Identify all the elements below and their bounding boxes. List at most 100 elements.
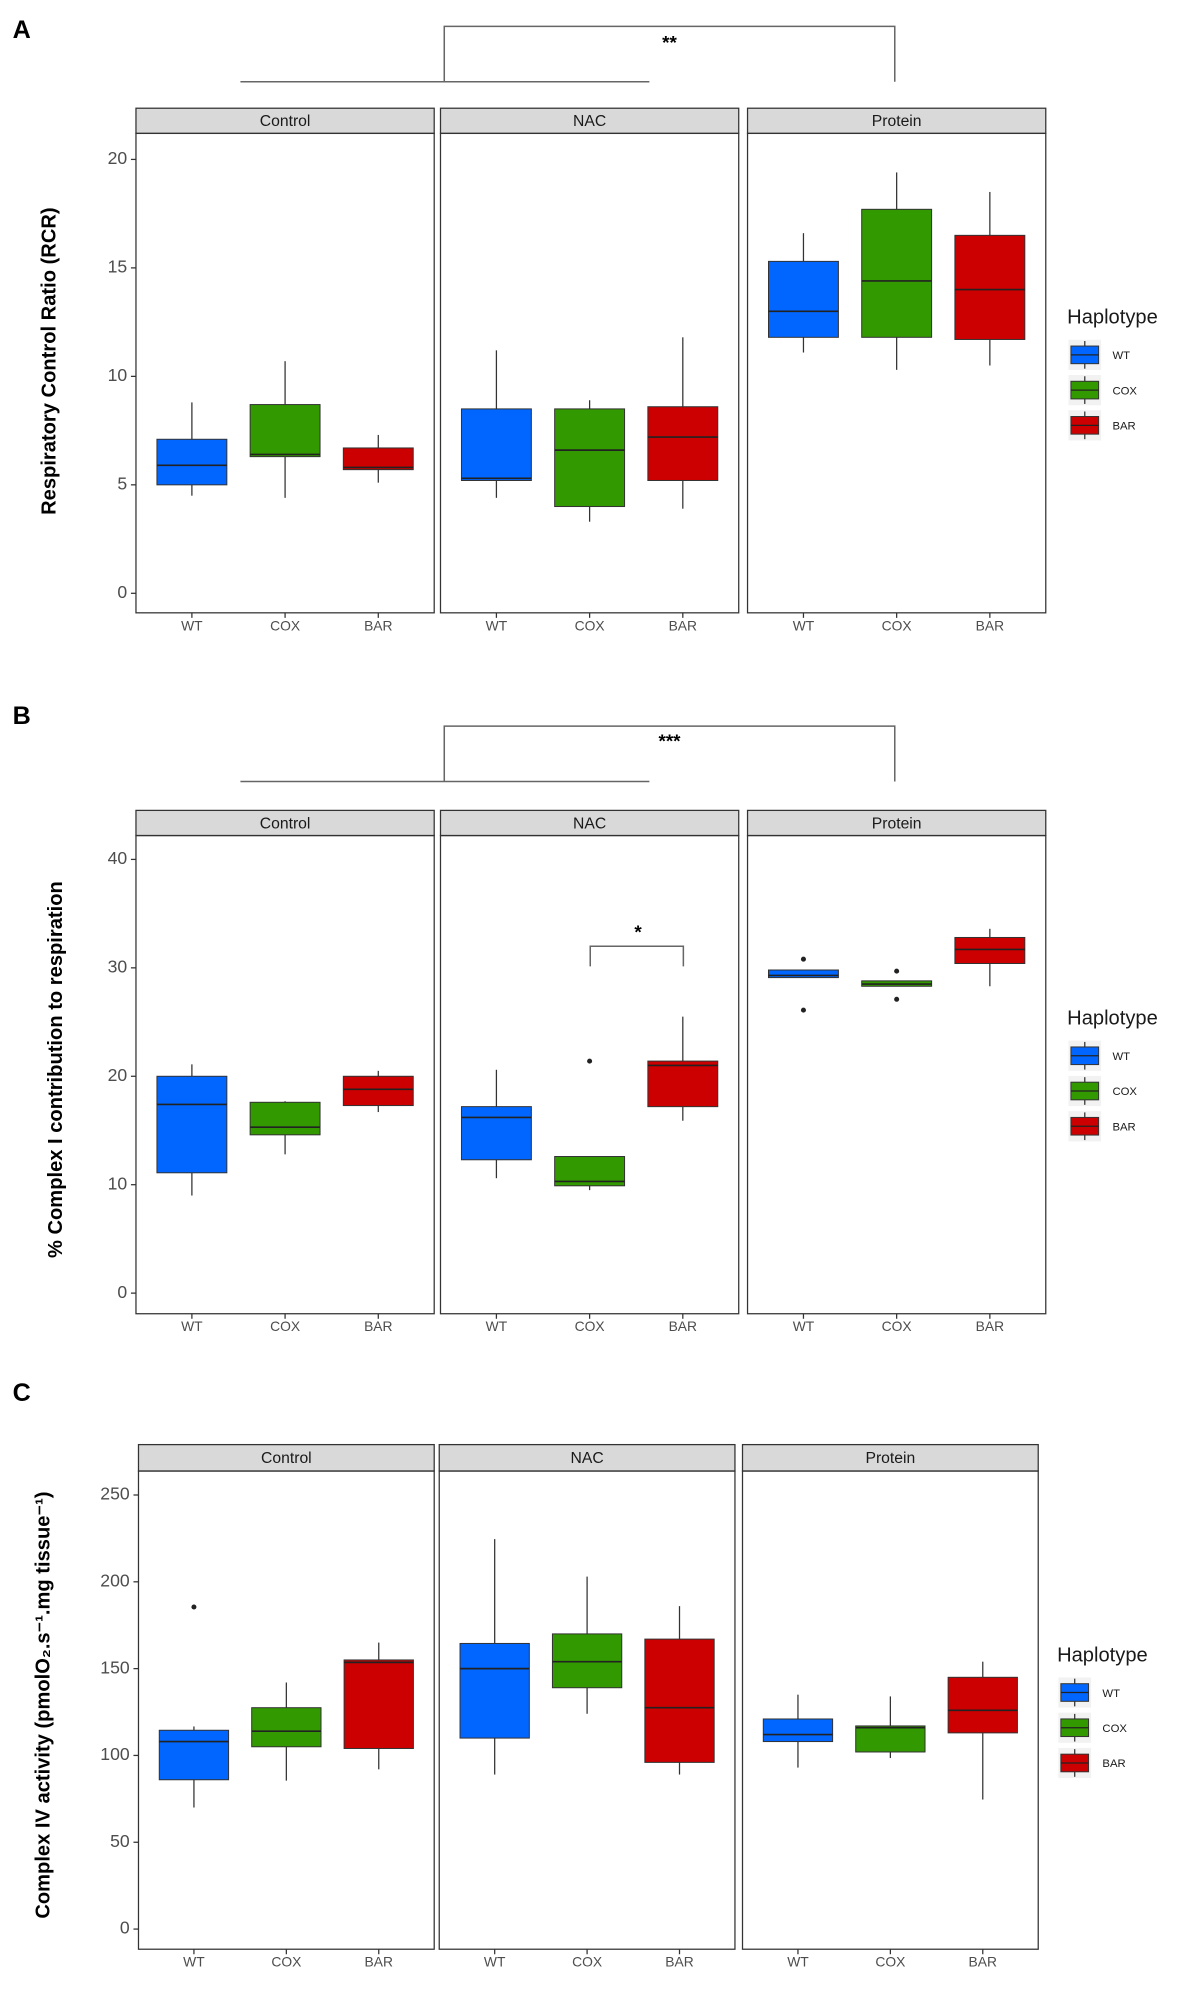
legend-label: BAR <box>1112 1121 1135 1133</box>
x-tick-label: BAR <box>364 617 392 633</box>
box <box>554 408 626 508</box>
y-tick-label: 30 <box>108 956 128 976</box>
legend-label: COX <box>1112 385 1137 397</box>
box <box>768 969 839 979</box>
box <box>158 1729 230 1781</box>
legend-title: Haplotype <box>1067 307 1158 329</box>
box <box>156 1075 228 1174</box>
box <box>460 408 532 481</box>
facet-strip <box>135 107 435 135</box>
facet-strip <box>746 107 1047 135</box>
box <box>647 1060 719 1108</box>
facet-label: NAC <box>573 113 606 130</box>
facet-label: Protein <box>872 815 922 832</box>
x-tick-label: BAR <box>969 1954 997 1970</box>
x-tick-label: WT <box>793 1318 815 1334</box>
significance: *** <box>659 730 682 751</box>
x-tick-label: WT <box>183 1954 205 1970</box>
legend-label: WT <box>1102 1688 1120 1700</box>
bracket <box>443 725 896 782</box>
significance: * <box>634 922 642 943</box>
facet-strip <box>438 1443 736 1472</box>
legend-label: WT <box>1112 350 1130 362</box>
x-tick-label: COX <box>575 1318 605 1334</box>
x-tick-label: BAR <box>669 617 697 633</box>
box <box>459 1642 530 1739</box>
y-tick-label: 0 <box>117 1282 127 1302</box>
facet-label: NAC <box>573 815 606 832</box>
legend-label: COX <box>1112 1086 1137 1098</box>
panel-letter: B <box>13 702 31 730</box>
x-tick-label: COX <box>882 617 912 633</box>
panel-letter: A <box>13 16 31 44</box>
significance: ** <box>662 32 677 53</box>
y-tick-label: 10 <box>108 1173 128 1193</box>
box <box>156 438 228 486</box>
y-tick-label: 250 <box>100 1484 130 1504</box>
box <box>343 1659 414 1750</box>
y-tick-label: 20 <box>108 148 128 168</box>
legend-label: BAR <box>1102 1758 1125 1770</box>
box <box>954 936 1026 965</box>
y-tick-label: 0 <box>120 1918 130 1938</box>
box <box>342 1075 414 1107</box>
box <box>762 1718 834 1743</box>
bracket <box>443 25 896 82</box>
box <box>251 1707 322 1748</box>
facet-label: Control <box>260 815 311 832</box>
box <box>342 447 414 471</box>
y-tick-label: 20 <box>108 1065 128 1085</box>
y-tick-label: 50 <box>110 1831 130 1851</box>
box <box>249 404 321 458</box>
legend-label: COX <box>1102 1723 1127 1735</box>
y-tick-label: 5 <box>117 473 127 493</box>
box <box>551 1633 623 1689</box>
x-tick-label: BAR <box>365 1954 393 1970</box>
x-tick-label: COX <box>270 617 300 633</box>
y-tick-label: 0 <box>117 582 127 602</box>
bracket <box>589 945 685 967</box>
box <box>954 234 1026 340</box>
box <box>861 208 933 338</box>
y-tick-label: 40 <box>108 848 128 868</box>
box <box>647 406 719 481</box>
x-tick-label: WT <box>486 1318 508 1334</box>
x-tick-label: BAR <box>665 1954 693 1970</box>
x-tick-label: WT <box>486 617 508 633</box>
facet-label: Control <box>260 113 311 130</box>
box <box>947 1676 1018 1734</box>
outlier <box>894 996 900 1002</box>
outlier <box>800 956 806 962</box>
x-tick-label: COX <box>575 617 605 633</box>
x-tick-label: BAR <box>976 617 1004 633</box>
facet-panel <box>746 834 1047 1315</box>
y-axis-label: Respiratory Control Ratio (RCR) <box>39 207 61 514</box>
x-tick-label: BAR <box>669 1318 697 1334</box>
outlier <box>894 968 900 974</box>
box <box>768 260 839 338</box>
facet-panel <box>439 132 740 614</box>
y-tick-label: 150 <box>100 1657 130 1677</box>
legend-label: WT <box>1112 1051 1130 1063</box>
box <box>855 1725 926 1753</box>
outlier <box>191 1604 197 1610</box>
x-tick-label: COX <box>270 1318 300 1334</box>
y-axis-label: Complex IV activity (pmolO₂.s⁻¹.mg tissu… <box>32 1491 54 1918</box>
x-tick-label: COX <box>875 1954 905 1970</box>
x-tick-label: BAR <box>364 1318 392 1334</box>
facet-strip <box>439 107 740 135</box>
outlier <box>587 1058 593 1064</box>
x-tick-label: BAR <box>976 1318 1004 1334</box>
facet-label: Protein <box>865 1450 915 1467</box>
y-tick-label: 100 <box>100 1744 130 1764</box>
facet-label: NAC <box>571 1450 604 1467</box>
legend-title: Haplotype <box>1057 1644 1148 1666</box>
facet-strip <box>741 1443 1039 1472</box>
x-tick-label: COX <box>882 1318 912 1334</box>
box <box>644 1638 715 1763</box>
legend-title: Haplotype <box>1067 1008 1158 1030</box>
y-tick-label: 200 <box>100 1570 130 1590</box>
y-tick-label: 10 <box>108 365 128 385</box>
